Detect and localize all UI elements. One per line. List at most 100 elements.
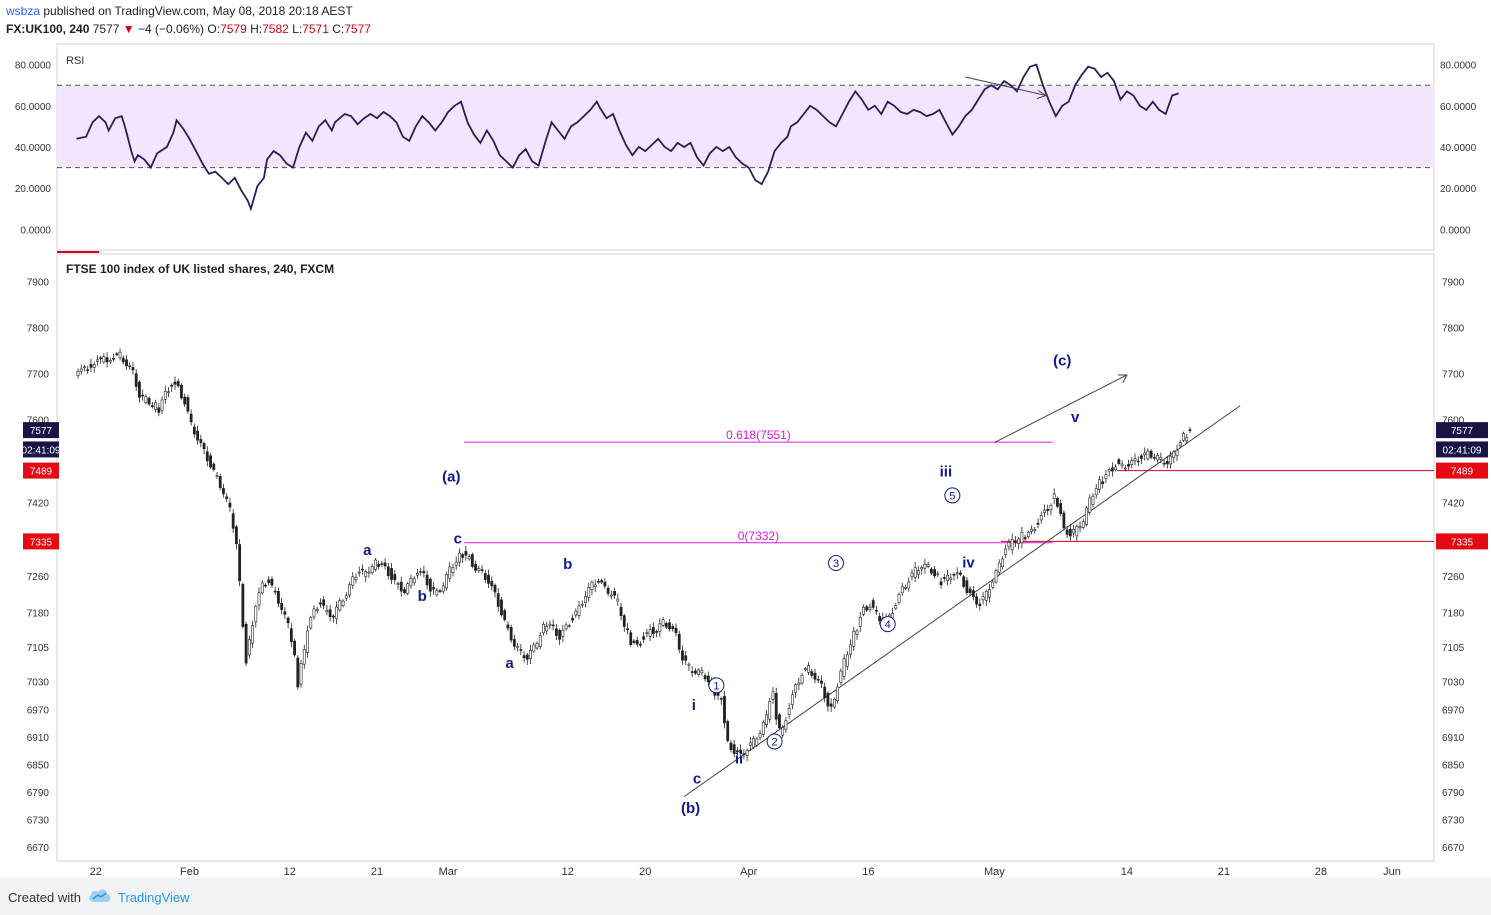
- candle-body: [377, 564, 381, 567]
- candle-body: [121, 357, 125, 363]
- candle-body: [83, 366, 86, 369]
- candle-body: [1056, 498, 1059, 507]
- candle-body: [545, 625, 549, 632]
- candle-body: [971, 590, 975, 597]
- tradingview-logo-icon[interactable]: [88, 888, 112, 904]
- rsi-band: [57, 85, 1434, 168]
- candle-body: [742, 753, 746, 756]
- candle-body: [613, 591, 616, 596]
- symbol-label[interactable]: FX:UK100, 240: [6, 22, 90, 36]
- candle-body: [319, 602, 322, 605]
- current-price-tag-right-bg: [1436, 422, 1488, 439]
- candle-body: [1033, 529, 1037, 532]
- price-tick-left: 6790: [27, 788, 50, 799]
- candle-body: [677, 633, 681, 650]
- wave-label: iii: [940, 464, 953, 481]
- candle-body: [348, 584, 351, 596]
- candle-body: [1182, 433, 1185, 441]
- wave-circle-label: 2: [766, 733, 783, 750]
- candle-body: [988, 589, 991, 598]
- candle-body: [125, 359, 128, 367]
- candle-body: [76, 370, 80, 377]
- candle-body: [238, 544, 242, 581]
- candle-body: [658, 623, 662, 633]
- candle-body: [865, 606, 869, 611]
- candle-body: [920, 567, 924, 570]
- candle-body: [719, 698, 723, 700]
- candle-body: [800, 675, 804, 684]
- candle-body: [765, 714, 768, 725]
- time-tick: 21: [371, 866, 383, 878]
- price-tick-left: 6850: [27, 760, 50, 771]
- candle-body: [855, 630, 859, 635]
- candle-body: [564, 624, 568, 630]
- candle-body: [1062, 512, 1066, 529]
- author-link[interactable]: wsbza: [6, 4, 41, 18]
- wave-circle: [879, 616, 896, 633]
- candle-body: [587, 587, 591, 598]
- candle-body: [871, 600, 875, 608]
- candle-body: [283, 611, 287, 615]
- wave-circle-label: 5: [944, 487, 961, 504]
- candle-body: [422, 571, 426, 574]
- candle-body: [105, 357, 109, 363]
- candle-body: [774, 692, 778, 720]
- candle-body: [500, 599, 503, 616]
- candle-body: [803, 668, 807, 670]
- time-axis[interactable]: 22 Feb 12 21 Mar 12 20 Apr 16 May 14 21 28 Jun: [57, 860, 1434, 878]
- price-tick-right: 6670: [1442, 843, 1465, 854]
- candle-body: [645, 632, 649, 634]
- candle-body: [399, 581, 403, 592]
- candle-body: [991, 581, 995, 588]
- candle-body: [784, 720, 788, 730]
- candle-body: [632, 640, 636, 643]
- candle-body: [1098, 479, 1101, 490]
- rsi-label: RSI: [66, 55, 84, 67]
- candle-body: [1104, 474, 1108, 479]
- tradingview-link[interactable]: TradingView: [118, 890, 190, 905]
- candle-body: [373, 559, 377, 570]
- candle-body: [289, 628, 293, 643]
- price-pane[interactable]: 7900 7900 7800 7800 7700 7700 7600 7600 7420 7420…: [22, 251, 1488, 862]
- candle-body: [858, 616, 862, 627]
- rsi-tick-left: 0.0000: [20, 225, 51, 236]
- candle-body: [118, 351, 122, 359]
- candle-body: [509, 627, 513, 641]
- candle-body: [519, 649, 523, 651]
- candle-body: [690, 671, 694, 673]
- candle-body: [445, 574, 448, 589]
- candle-body: [406, 583, 410, 594]
- candle-body: [96, 359, 99, 362]
- candle-body: [228, 502, 232, 508]
- fib-0-label: 0(7332): [738, 529, 779, 543]
- time-tick: 28: [1315, 866, 1327, 878]
- candle-body: [1149, 450, 1153, 458]
- time-tick: 14: [1121, 866, 1133, 878]
- candle-body: [606, 587, 610, 594]
- wave-circle: [944, 487, 961, 504]
- candle-body: [322, 599, 326, 606]
- candle-body: [338, 600, 342, 611]
- last-price: 7577: [92, 22, 120, 36]
- candle-body: [794, 684, 798, 693]
- time-tick: Mar: [439, 866, 458, 878]
- candle-body: [264, 584, 267, 587]
- candle-body: [370, 566, 374, 574]
- rsi-pane[interactable]: 80.0000 80.0000 60.0000 60.0000 40.0000 40.00…: [15, 43, 1477, 251]
- wave-label: c: [454, 531, 462, 548]
- candle-body: [448, 566, 452, 579]
- time-tick: 20: [639, 866, 651, 878]
- candle-body: [386, 566, 390, 577]
- candle-body: [1188, 429, 1192, 431]
- candle-body: [234, 526, 238, 545]
- price-tick-left: 7800: [27, 324, 50, 335]
- footer-bar: Created with TradingView: [0, 878, 1491, 915]
- price-tick-left: 7260: [27, 572, 50, 583]
- candle-body: [894, 605, 898, 609]
- candle-body: [173, 381, 177, 385]
- candle-body: [1127, 464, 1130, 467]
- candle-body: [483, 573, 487, 580]
- wave-label: b: [563, 556, 572, 573]
- price-tick-right: 7800: [1442, 324, 1465, 335]
